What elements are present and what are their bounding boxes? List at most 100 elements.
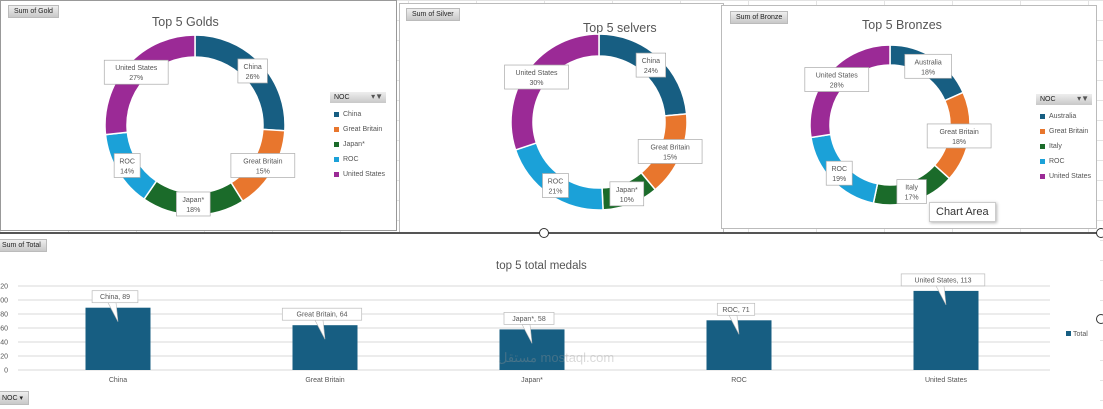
bar-japan-[interactable] [499, 329, 565, 370]
legend-bronze[interactable]: NOC ▾▼ Australia Great Britain Italy ROC Unite… [1036, 94, 1092, 180]
x-tick-label: United States [925, 377, 968, 384]
data-label: China, 89 [91, 290, 139, 322]
legend-filter-button[interactable]: NOC ▾▼ [330, 92, 386, 103]
data-label: United States 27% [103, 59, 169, 85]
bronze-chart[interactable]: Sum of Bronze Top 5 Bronzes Australia 18%… [721, 5, 1097, 229]
field-button-silver[interactable]: Sum of Silver [406, 8, 460, 21]
svg-text:ROC, 71: ROC, 71 [722, 307, 749, 314]
legend-item[interactable]: United States [334, 171, 386, 178]
legend-swatch [334, 127, 339, 132]
y-tick-label: 60 [0, 326, 8, 333]
svg-text:18%: 18% [186, 207, 200, 214]
chart-title: top 5 total medals [496, 260, 587, 272]
donut-silver: China 24% Great Britain 15% Japan* 10% ROC 21% U… [504, 33, 703, 211]
legend-gold[interactable]: NOC ▾▼ China Great Britain Japan* ROC United S… [330, 92, 386, 178]
legend-filter-button[interactable]: NOC ▾▼ [1036, 94, 1092, 105]
silver-chart[interactable]: Sum of Silver Top 5 selvers China 24% Grea… [399, 3, 724, 233]
svg-text:ROC: ROC [119, 158, 135, 165]
legend-swatch [1040, 174, 1045, 179]
y-tick-label: 100 [0, 298, 8, 305]
x-tick-label: Great Britain [305, 377, 344, 384]
svg-text:Great Britain: Great Britain [939, 129, 978, 136]
field-button-total[interactable]: Sum of Total [0, 239, 47, 252]
bar-roc[interactable] [706, 320, 772, 370]
filter-icon: ▾▼ [1077, 94, 1089, 103]
data-label: ROC 14% [113, 153, 141, 178]
data-label: Great Britain 15% [230, 153, 296, 178]
svg-text:United States: United States [115, 65, 158, 72]
y-tick-label: 20 [0, 354, 8, 361]
svg-text:Japan*, 58: Japan*, 58 [512, 316, 546, 323]
legend-label: ROC [343, 156, 359, 163]
svg-text:Great Britain: Great Britain [243, 158, 282, 165]
field-button-noc[interactable]: NOC ▾ [0, 391, 30, 405]
field-button-bronze[interactable]: Sum of Bronze [730, 11, 789, 24]
filter-icon: ▾▼ [371, 92, 383, 101]
field-button-gold[interactable]: Sum of Gold [8, 5, 59, 18]
x-tick-label: China [109, 377, 127, 384]
resize-handle[interactable] [539, 228, 549, 238]
data-label: ROC 21% [542, 173, 569, 198]
legend-item[interactable]: China [334, 111, 386, 118]
legend-title: NOC [334, 94, 350, 101]
data-label: Great Britain 18% [926, 123, 992, 149]
tooltip-chart-area: Chart Area [929, 202, 996, 222]
data-label: United States, 113 [900, 273, 986, 306]
svg-text:Japan*: Japan* [182, 197, 204, 204]
y-tick-label: 120 [0, 284, 8, 291]
resize-handle[interactable] [1096, 228, 1103, 238]
legend-label: United States [343, 171, 386, 178]
svg-text:18%: 18% [921, 69, 935, 76]
data-label: Italy 17% [896, 179, 927, 204]
resize-handle[interactable] [1096, 314, 1103, 324]
legend-item[interactable]: United States [1040, 173, 1092, 180]
legend-item[interactable]: Japan* [334, 141, 386, 148]
y-tick-label: 40 [0, 340, 8, 347]
svg-text:China: China [642, 58, 660, 65]
svg-text:24%: 24% [644, 68, 658, 75]
legend-label: Australia [1049, 113, 1077, 120]
data-label: ROC 19% [825, 160, 853, 186]
x-tick-label: Japan* [521, 377, 543, 384]
legend-label: China [343, 111, 362, 118]
data-label: Japan* 10% [609, 181, 645, 207]
svg-text:30%: 30% [529, 80, 543, 87]
data-label: China 26% [237, 58, 268, 84]
data-label: China 24% [635, 52, 666, 78]
legend-item[interactable]: Great Britain [334, 126, 386, 133]
y-tick-label: 80 [0, 312, 8, 319]
legend-label: Japan* [343, 141, 365, 148]
svg-text:17%: 17% [905, 195, 919, 202]
slice-united-states[interactable] [809, 44, 891, 139]
data-label: ROC, 71 [716, 302, 756, 335]
svg-text:14%: 14% [120, 168, 134, 175]
filter-icon: ▾ [19, 395, 24, 402]
legend-label: ROC [1049, 158, 1065, 165]
svg-text:United States, 113: United States, 113 [914, 277, 971, 284]
svg-text:18%: 18% [952, 139, 966, 146]
svg-text:China, 89: China, 89 [100, 294, 130, 301]
bar-china[interactable] [85, 307, 151, 370]
total-chart[interactable]: Sum of Total top 5 total medals 0 20 40 60 8… [0, 232, 1100, 409]
svg-text:26%: 26% [246, 74, 260, 81]
donut-gold: China 26% Great Britain 15% Japan* 18% ROC 14% U… [103, 34, 296, 217]
legend-item[interactable]: ROC [1040, 158, 1092, 165]
svg-text:10%: 10% [620, 197, 634, 204]
bar-great-britain[interactable] [292, 325, 358, 370]
slice-united-states[interactable] [510, 33, 600, 151]
legend-swatch [1040, 129, 1045, 134]
svg-text:28%: 28% [830, 83, 844, 90]
axis-field-label: NOC [2, 395, 18, 402]
legend-item[interactable]: ROC [334, 156, 386, 163]
data-label: Great Britain 15% [637, 139, 703, 164]
legend-item[interactable]: Italy [1040, 143, 1092, 150]
svg-text:27%: 27% [129, 75, 143, 82]
gold-chart[interactable]: Sum of Gold Top 5 Golds China 26% Great Br… [0, 0, 397, 231]
slice-united-states[interactable] [104, 34, 196, 136]
legend-item[interactable]: Great Britain [1040, 128, 1092, 135]
svg-text:China: China [243, 64, 261, 71]
legend-label: Great Britain [343, 126, 383, 133]
legend-item[interactable]: Australia [1040, 113, 1092, 120]
svg-text:Japan*: Japan* [616, 187, 638, 194]
watermark: مستقل mostaql.com [498, 350, 615, 365]
